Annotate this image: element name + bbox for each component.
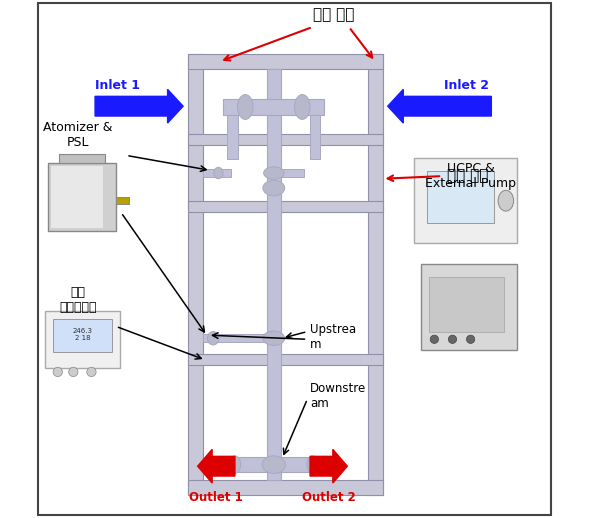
Text: Downstre
am: Downstre am (310, 382, 366, 410)
Bar (310, 115, 320, 159)
Bar (188, 54, 203, 495)
Bar (188, 480, 383, 495)
Ellipse shape (87, 367, 96, 377)
Bar (59, 154, 105, 163)
Ellipse shape (69, 367, 78, 377)
Ellipse shape (498, 191, 514, 211)
Ellipse shape (307, 456, 318, 473)
Text: Upstrea
m: Upstrea m (310, 323, 356, 351)
Text: UCPC &
External Pump: UCPC & External Pump (425, 162, 516, 190)
Ellipse shape (466, 335, 475, 343)
Ellipse shape (263, 331, 284, 346)
Bar (227, 457, 320, 472)
Bar (203, 334, 267, 342)
Text: Inlet 1: Inlet 1 (95, 79, 140, 92)
FancyArrow shape (310, 450, 348, 483)
Bar (426, 171, 494, 223)
Text: Inlet 2: Inlet 2 (444, 79, 489, 92)
Ellipse shape (207, 332, 219, 345)
Ellipse shape (264, 167, 284, 179)
Text: Outlet 2: Outlet 2 (302, 491, 356, 504)
Bar (223, 99, 325, 115)
Bar (421, 264, 517, 350)
Bar (52, 319, 112, 352)
Bar (51, 166, 103, 228)
Text: Outlet 1: Outlet 1 (190, 491, 243, 504)
Bar (413, 158, 517, 243)
Ellipse shape (53, 367, 62, 377)
Ellipse shape (229, 456, 241, 473)
Ellipse shape (448, 335, 456, 343)
Text: 헤파 필터: 헤파 필터 (313, 7, 354, 22)
Bar (203, 169, 231, 177)
FancyArrow shape (388, 90, 491, 123)
FancyArrow shape (95, 90, 183, 123)
Ellipse shape (237, 95, 253, 120)
Ellipse shape (262, 456, 286, 473)
Ellipse shape (294, 95, 310, 120)
Text: Atomizer &
PSL: Atomizer & PSL (43, 121, 112, 149)
Bar (267, 69, 281, 480)
Text: 246.3
2 18: 246.3 2 18 (72, 327, 92, 341)
Ellipse shape (430, 335, 438, 343)
Ellipse shape (214, 167, 223, 179)
Text: 차압
트랜스미터: 차압 트랜스미터 (59, 286, 97, 314)
Ellipse shape (263, 180, 284, 196)
Bar (188, 201, 383, 212)
Bar (188, 354, 383, 365)
Bar (45, 311, 120, 368)
Bar (48, 163, 116, 231)
Bar (227, 115, 238, 159)
FancyArrow shape (198, 450, 235, 483)
Bar (429, 277, 504, 332)
Bar (188, 134, 383, 145)
Bar (368, 54, 383, 495)
Bar (116, 197, 129, 204)
Bar (188, 54, 383, 69)
Text: 저압 풍동: 저압 풍동 (447, 169, 489, 183)
Bar (281, 169, 305, 177)
